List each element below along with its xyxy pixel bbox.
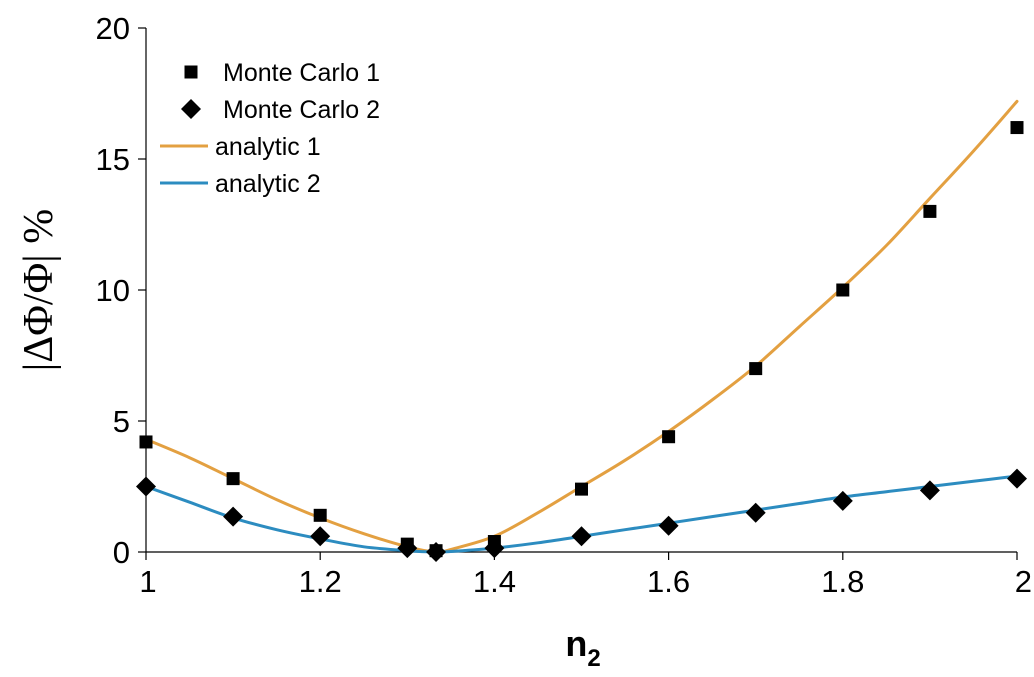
x-tick-label: 1.6 (647, 564, 690, 599)
y-tick-label: 5 (113, 404, 130, 439)
legend-marker-monte-carlo-1 (184, 65, 198, 79)
data-point-monte-carlo-1 (226, 472, 240, 486)
series-markers (136, 121, 1027, 562)
data-point-monte-carlo-1 (923, 204, 937, 218)
data-point-monte-carlo-1 (1010, 121, 1024, 135)
data-point-monte-carlo-2 (1007, 468, 1027, 489)
legend: Monte Carlo 1 Monte Carlo 2 analytic 1 anal… (160, 59, 380, 198)
x-tick-label: 1.2 (299, 564, 342, 599)
data-point-monte-carlo-2 (397, 538, 418, 559)
data-point-monte-carlo-2 (484, 538, 505, 559)
legend-marker-monte-carlo-2 (181, 99, 201, 119)
x-tick-label: 1.4 (473, 564, 516, 599)
series-lines (144, 99, 1019, 554)
x-tick-label: 1 (139, 564, 156, 599)
data-point-monte-carlo-2 (426, 542, 447, 562)
data-point-monte-carlo-1 (749, 362, 763, 376)
y-tick-label: 15 (96, 142, 130, 177)
series-line-analytic-1 (144, 99, 1019, 554)
legend-label-monte-carlo-2: Monte Carlo 2 (223, 96, 380, 124)
axis-labels: n2 |ΔΦ/Φ| % (16, 209, 601, 672)
data-point-monte-carlo-2 (223, 506, 244, 527)
legend-label-monte-carlo-1: Monte Carlo 1 (223, 59, 380, 87)
data-point-monte-carlo-1 (313, 508, 327, 522)
data-point-monte-carlo-2 (310, 526, 331, 547)
data-point-monte-carlo-2 (832, 490, 853, 511)
y-tick-label: 0 (113, 535, 130, 570)
legend-label-analytic-2: analytic 2 (215, 170, 321, 198)
y-tick-label: 10 (96, 273, 130, 308)
data-point-monte-carlo-2 (658, 515, 679, 536)
x-tick-label: 2 (1015, 564, 1032, 599)
series-line-analytic-2 (144, 474, 1019, 554)
x-axis-label: n2 (565, 623, 600, 672)
data-point-monte-carlo-2 (745, 502, 766, 523)
data-point-monte-carlo-1 (662, 430, 676, 444)
data-point-monte-carlo-1 (139, 435, 153, 449)
axes: 0 5 10 15 20 1 1.2 1.4 1.6 1.8 2 (96, 11, 1032, 599)
x-tick-label: 1.8 (821, 564, 864, 599)
data-point-monte-carlo-2 (919, 480, 940, 501)
data-point-monte-carlo-1 (836, 283, 850, 297)
data-point-monte-carlo-1 (575, 482, 588, 496)
data-point-monte-carlo-2 (571, 526, 592, 547)
legend-label-analytic-1: analytic 1 (215, 133, 321, 161)
data-point-monte-carlo-2 (136, 476, 156, 497)
y-axis-label: |ΔΦ/Φ| % (16, 209, 62, 371)
y-tick-label: 20 (96, 11, 130, 46)
